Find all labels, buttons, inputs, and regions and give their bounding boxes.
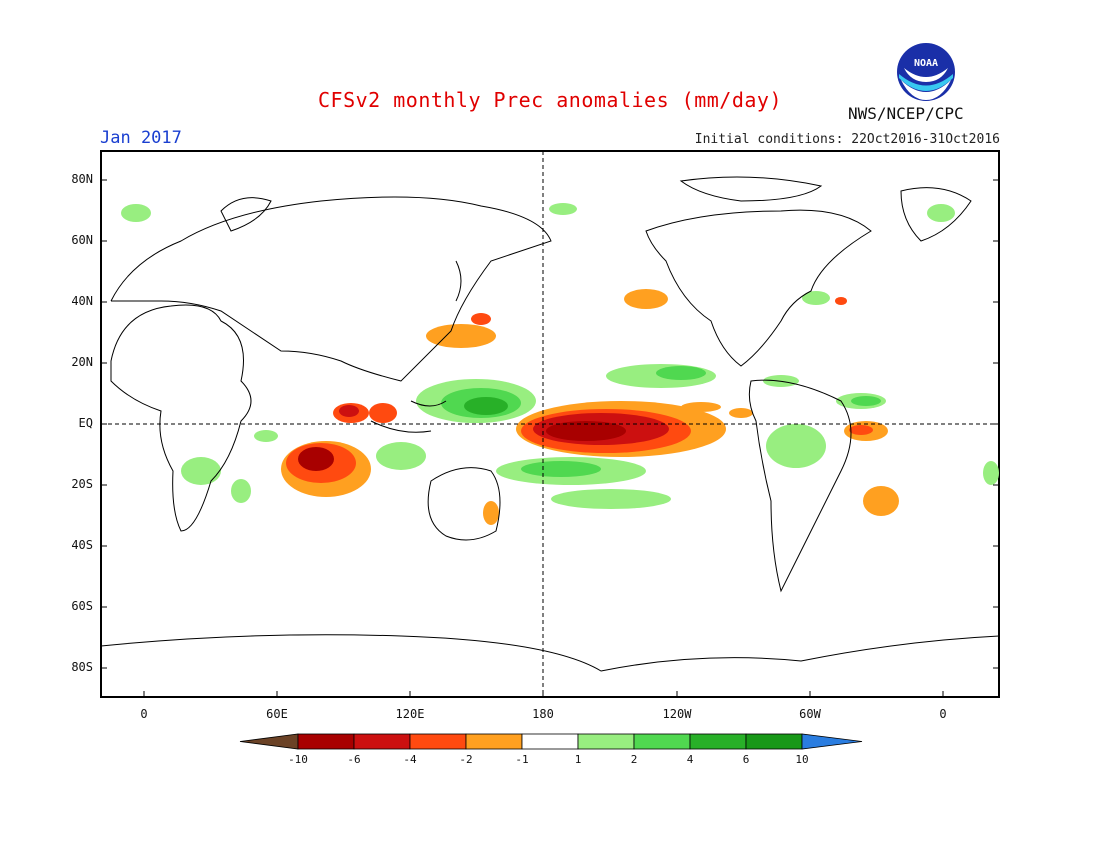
legend-label: 6 — [743, 753, 750, 766]
lat-label-60n: 60N — [71, 233, 93, 247]
logo-text: NOAA — [914, 58, 938, 69]
legend-label: 10 — [795, 753, 808, 766]
lon-label-60e: 60E — [266, 707, 288, 721]
lat-label-80n: 80N — [71, 172, 93, 186]
legend-arrow-low — [239, 733, 299, 750]
legend-label: -6 — [347, 753, 360, 766]
lon-label-60w: 60W — [799, 707, 821, 721]
legend-box — [577, 733, 635, 750]
lon-label-120e: 120E — [395, 707, 425, 721]
lat-label-40n: 40N — [71, 294, 93, 308]
lat-label-40s: 40S — [71, 538, 93, 552]
forecast-month: Jan 2017 — [100, 128, 182, 148]
agency-label: NWS/NCEP/CPC — [848, 104, 964, 123]
noaa-logo: NOAA — [897, 43, 955, 101]
axis-ticks — [101, 179, 999, 697]
lat-label-80s: 80S — [71, 660, 93, 674]
lat-label-20s: 20S — [71, 477, 93, 491]
legend-arrow-high — [801, 733, 863, 750]
map-title: CFSv2 monthly Prec anomalies (mm/day) — [317, 88, 783, 112]
legend-box — [633, 733, 691, 750]
legend-box — [521, 733, 579, 750]
legend-label: -1 — [515, 753, 528, 766]
legend-label: -4 — [403, 753, 417, 766]
lon-label-0-east: 0 — [939, 707, 947, 721]
legend-label: 1 — [575, 753, 582, 766]
legend-box — [353, 733, 411, 750]
lon-label-0: 0 — [140, 707, 148, 721]
legend-label: -10 — [288, 753, 308, 766]
legend-label: -2 — [459, 753, 472, 766]
anomaly-fields — [121, 203, 999, 525]
legend-box — [465, 733, 523, 750]
legend-box — [745, 733, 803, 750]
lon-label-180: 180 — [532, 707, 554, 721]
legend-box — [689, 733, 747, 750]
legend-label: 2 — [631, 753, 638, 766]
map-canvas — [101, 151, 999, 697]
legend-box — [297, 733, 355, 750]
coastlines — [101, 176, 999, 672]
lat-label-60s: 60S — [71, 599, 93, 613]
legend-label: 4 — [687, 753, 694, 766]
lon-label-120w: 120W — [662, 707, 692, 721]
lat-label-20n: 20N — [71, 355, 93, 369]
legend-colorbar: -10 -6 -4 -2 -1 1 2 4 6 10 — [239, 733, 863, 766]
initial-conditions: Initial conditions: 22Oct2016-31Oct2016 — [694, 132, 1000, 147]
legend-box — [409, 733, 467, 750]
lat-label-eq: EQ — [78, 416, 93, 430]
